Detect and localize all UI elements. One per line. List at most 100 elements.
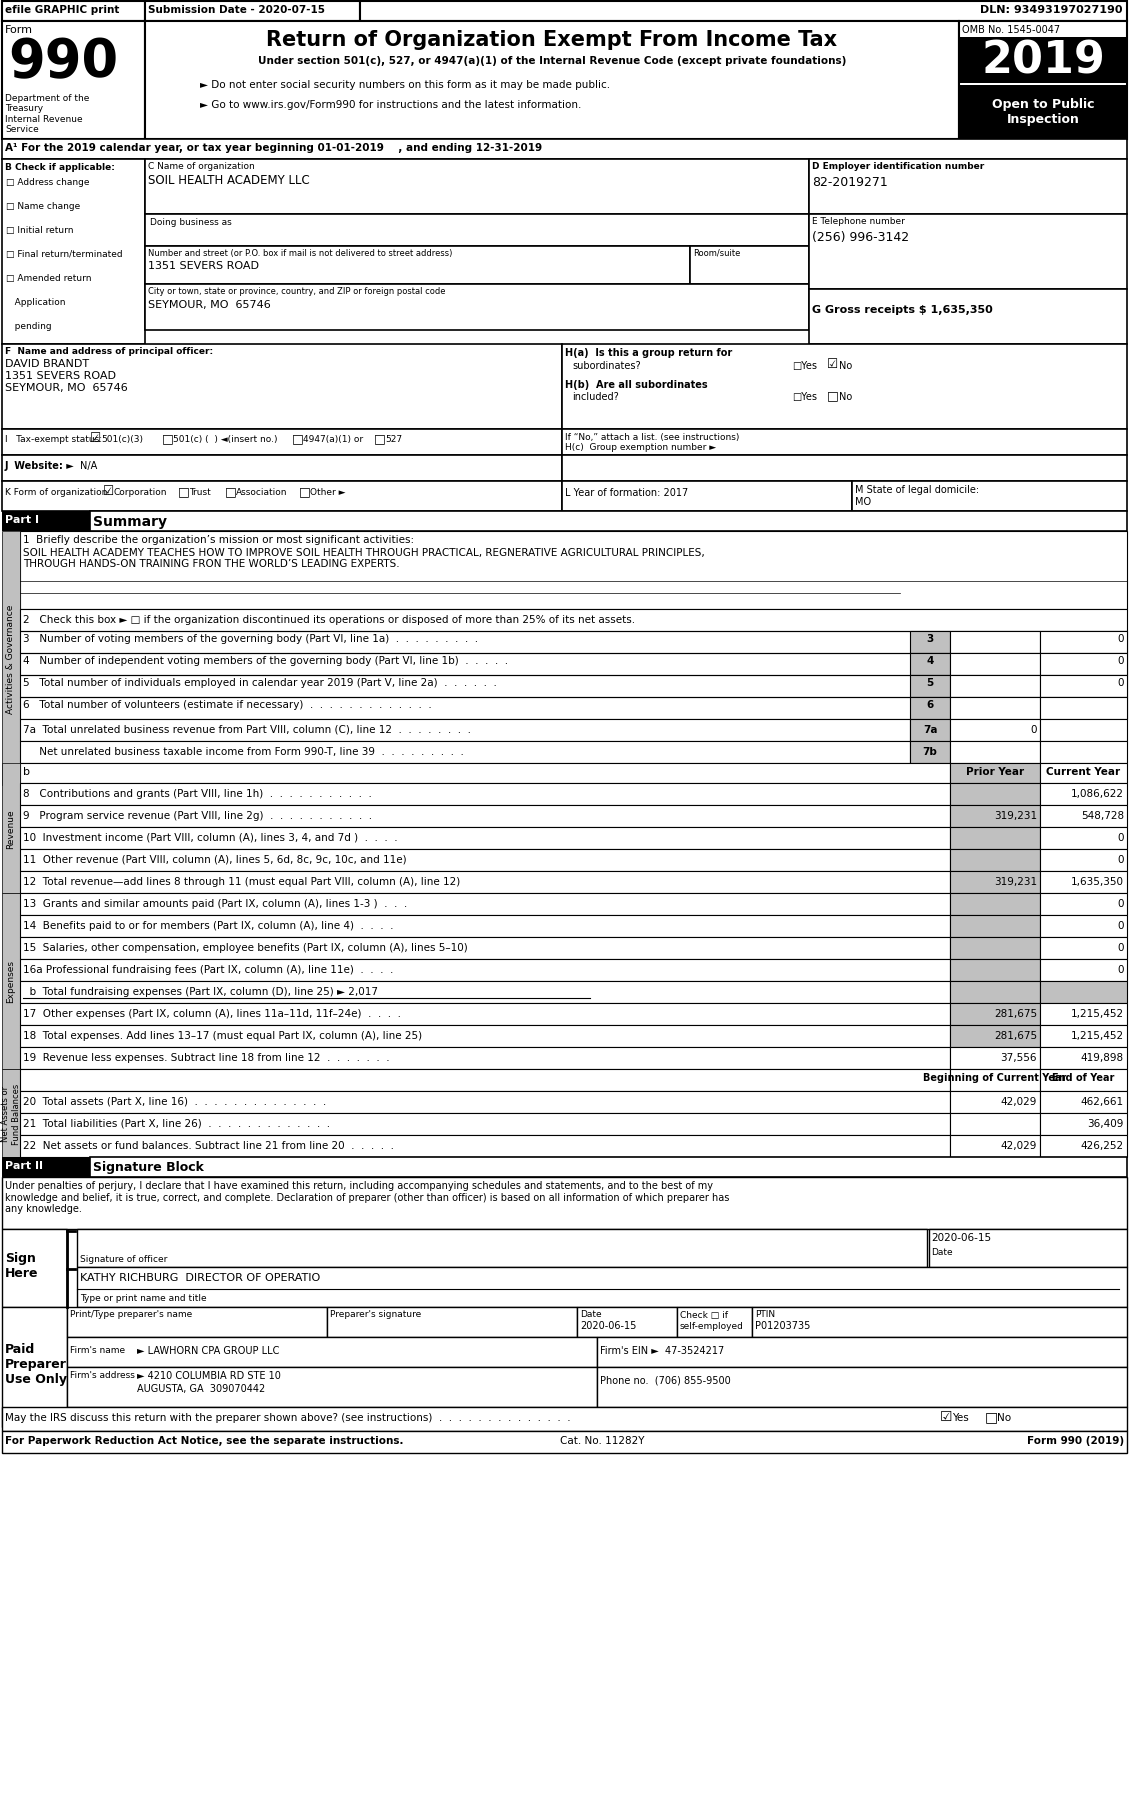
Bar — [20, 784, 949, 806]
Bar — [562, 455, 1127, 482]
Text: 0: 0 — [1031, 725, 1038, 735]
Text: KATHY RICHBURG  DIRECTOR OF OPERATIO: KATHY RICHBURG DIRECTOR OF OPERATIO — [80, 1272, 321, 1283]
Bar — [1040, 676, 1127, 698]
Text: 2020-06-15: 2020-06-15 — [580, 1321, 637, 1330]
Text: 3: 3 — [927, 634, 934, 643]
Text: 11  Other revenue (Part VIII, column (A), lines 5, 6d, 8c, 9c, 10c, and 11e): 11 Other revenue (Part VIII, column (A),… — [23, 855, 406, 864]
Bar — [1040, 871, 1127, 893]
Text: □: □ — [178, 484, 190, 497]
Bar — [1040, 654, 1127, 676]
Bar — [949, 1113, 1040, 1135]
Bar — [949, 632, 1040, 654]
Text: SOIL HEALTH ACADEMY TEACHES HOW TO IMPROVE SOIL HEALTH THROUGH PRACTICAL, REGNER: SOIL HEALTH ACADEMY TEACHES HOW TO IMPRO… — [23, 548, 704, 558]
Text: 0: 0 — [1118, 855, 1124, 864]
Text: ► 4210 COLUMBIA RD STE 10: ► 4210 COLUMBIA RD STE 10 — [137, 1370, 281, 1381]
Text: 4: 4 — [926, 656, 934, 665]
Bar — [1040, 938, 1127, 960]
Bar — [2, 345, 562, 430]
Text: D Employer identification number: D Employer identification number — [812, 163, 984, 172]
Text: Net Assets or
Fund Balances: Net Assets or Fund Balances — [1, 1082, 20, 1144]
Bar — [20, 1135, 949, 1156]
Bar — [949, 719, 1040, 741]
Text: 0: 0 — [1118, 965, 1124, 974]
Bar — [20, 1113, 949, 1135]
Text: H(b)  Are all subordinates: H(b) Are all subordinates — [564, 379, 708, 390]
Text: □ Initial return: □ Initial return — [6, 226, 73, 235]
Bar — [2, 1229, 67, 1306]
Text: Firm's address: Firm's address — [70, 1370, 134, 1379]
Text: 0: 0 — [1118, 898, 1124, 909]
Text: 0: 0 — [1118, 678, 1124, 688]
Text: 3   Number of voting members of the governing body (Part VI, line 1a)  .  .  .  : 3 Number of voting members of the govern… — [23, 634, 478, 643]
Bar — [949, 1003, 1040, 1025]
Bar — [1040, 784, 1127, 806]
Text: 9   Program service revenue (Part VIII, line 2g)  .  .  .  .  .  .  .  .  .  .  : 9 Program service revenue (Part VIII, li… — [23, 811, 373, 820]
Bar — [1040, 1135, 1127, 1156]
Bar — [949, 764, 1040, 784]
Bar — [597, 1368, 1127, 1408]
Bar — [1040, 1113, 1127, 1135]
Text: 19  Revenue less expenses. Subtract line 18 from line 12  .  .  .  .  .  .  .: 19 Revenue less expenses. Subtract line … — [23, 1052, 390, 1063]
Text: 281,675: 281,675 — [994, 1008, 1038, 1019]
Bar — [959, 87, 1127, 143]
Text: 4   Number of independent voting members of the governing body (Part VI, line 1b: 4 Number of independent voting members o… — [23, 656, 508, 665]
Text: 16a Professional fundraising fees (Part IX, column (A), line 11e)  .  .  .  .: 16a Professional fundraising fees (Part … — [23, 965, 393, 974]
Text: Paid
Preparer
Use Only: Paid Preparer Use Only — [5, 1343, 67, 1386]
Text: 1,215,452: 1,215,452 — [1071, 1030, 1124, 1041]
Text: Cat. No. 11282Y: Cat. No. 11282Y — [560, 1435, 645, 1446]
Text: 1,635,350: 1,635,350 — [1071, 876, 1124, 887]
Bar — [910, 654, 949, 676]
Bar — [2, 1178, 1127, 1229]
Text: 7a  Total unrelated business revenue from Part VIII, column (C), line 12  .  .  : 7a Total unrelated business revenue from… — [23, 725, 471, 735]
Bar — [597, 1337, 1127, 1368]
Bar — [90, 1156, 1127, 1178]
Text: PTIN: PTIN — [755, 1310, 776, 1319]
Text: C Name of organization: C Name of organization — [148, 163, 255, 172]
Text: SEYMOUR, MO  65746: SEYMOUR, MO 65746 — [148, 300, 271, 309]
Text: ☑: ☑ — [828, 358, 838, 370]
Text: □ Address change: □ Address change — [6, 177, 89, 186]
Text: 13  Grants and similar amounts paid (Part IX, column (A), lines 1-3 )  .  .  .: 13 Grants and similar amounts paid (Part… — [23, 898, 408, 909]
Text: 36,409: 36,409 — [1087, 1119, 1124, 1128]
Bar — [145, 22, 959, 139]
Text: 12  Total revenue—add lines 8 through 11 (must equal Part VIII, column (A), line: 12 Total revenue—add lines 8 through 11 … — [23, 876, 461, 887]
Bar — [809, 159, 1127, 215]
Text: □: □ — [984, 1409, 998, 1424]
Bar — [20, 531, 1127, 609]
Text: 501(c)(3): 501(c)(3) — [100, 435, 143, 445]
Text: SEYMOUR, MO  65746: SEYMOUR, MO 65746 — [5, 383, 128, 392]
Text: 1,086,622: 1,086,622 — [1071, 788, 1124, 799]
Bar — [20, 1025, 949, 1048]
Text: Phone no.  (706) 855-9500: Phone no. (706) 855-9500 — [599, 1375, 730, 1386]
Text: Firm's EIN ►  47-3524217: Firm's EIN ► 47-3524217 — [599, 1344, 724, 1355]
Text: □: □ — [161, 432, 174, 445]
Text: 21  Total liabilities (Part X, line 26)  .  .  .  .  .  .  .  .  .  .  .  .  .: 21 Total liabilities (Part X, line 26) .… — [23, 1119, 330, 1128]
Bar — [1040, 849, 1127, 871]
Text: DLN: 93493197027190: DLN: 93493197027190 — [980, 5, 1123, 14]
Bar — [949, 893, 1040, 916]
Bar — [2, 531, 20, 786]
Text: Check □ if: Check □ if — [680, 1310, 728, 1319]
Text: Prior Year: Prior Year — [966, 766, 1024, 777]
Bar — [67, 1337, 597, 1368]
Text: □: □ — [225, 484, 237, 497]
Text: 2   Check this box ► □ if the organization discontinued its operations or dispos: 2 Check this box ► □ if the organization… — [23, 614, 636, 625]
Bar — [90, 511, 1127, 531]
Bar — [1040, 960, 1127, 981]
Bar — [20, 828, 949, 849]
Text: 42,029: 42,029 — [1000, 1140, 1038, 1151]
Bar — [809, 215, 1127, 289]
Bar — [1040, 1025, 1127, 1048]
Bar — [949, 916, 1040, 938]
Text: 548,728: 548,728 — [1080, 811, 1124, 820]
Text: 6: 6 — [927, 699, 934, 710]
Text: 6   Total number of volunteers (estimate if necessary)  .  .  .  .  .  .  .  .  : 6 Total number of volunteers (estimate i… — [23, 699, 431, 710]
Text: efile GRAPHIC print: efile GRAPHIC print — [5, 5, 120, 14]
Text: 2019: 2019 — [981, 40, 1105, 83]
Text: For Paperwork Reduction Act Notice, see the separate instructions.: For Paperwork Reduction Act Notice, see … — [5, 1435, 403, 1446]
Bar — [20, 849, 949, 871]
Text: P01203735: P01203735 — [755, 1321, 811, 1330]
Text: Date: Date — [931, 1247, 953, 1256]
Bar — [1040, 764, 1127, 784]
Bar — [2, 482, 562, 511]
